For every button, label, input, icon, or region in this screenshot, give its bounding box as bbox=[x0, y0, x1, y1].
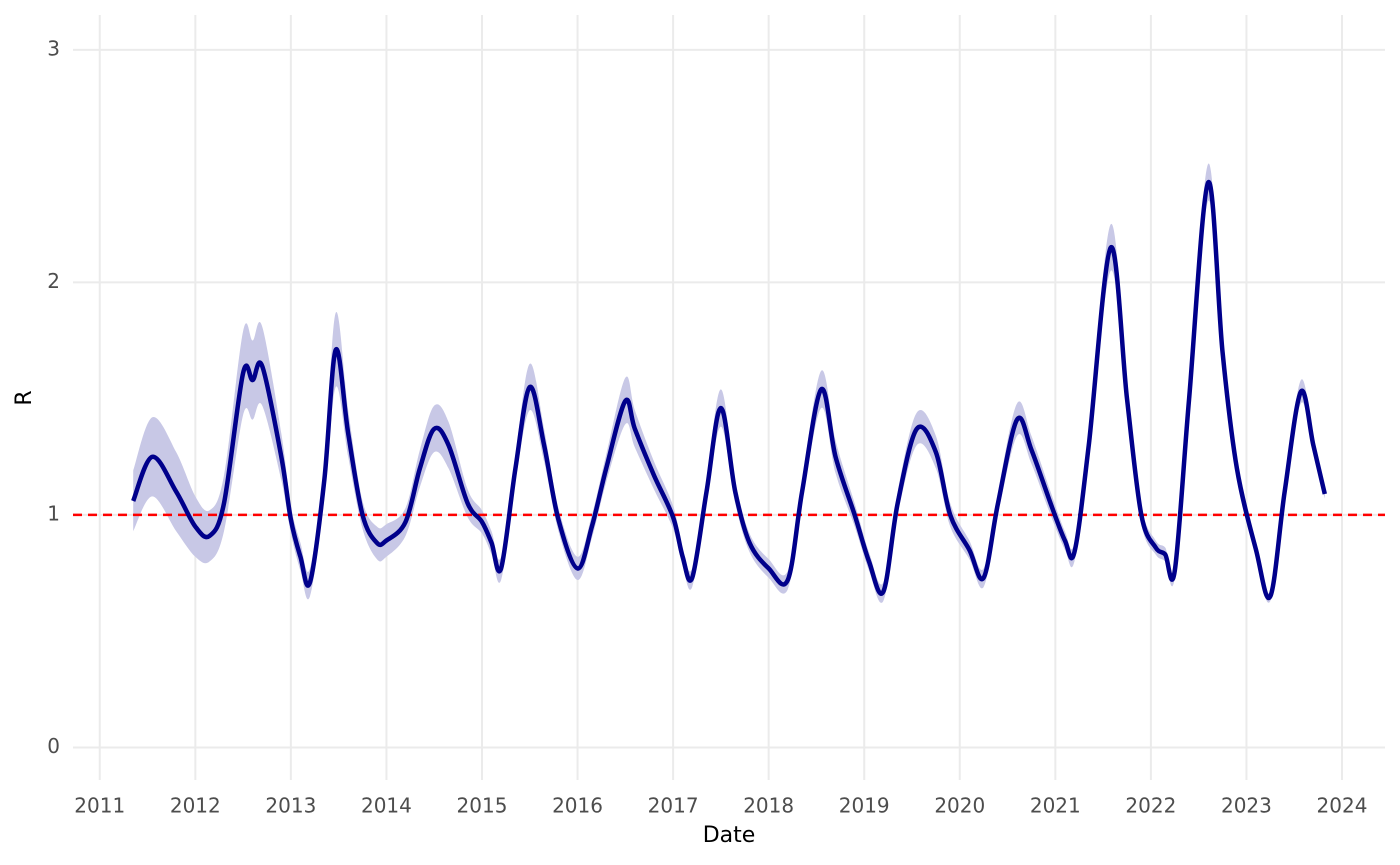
x-tick-label: 2015 bbox=[457, 794, 508, 818]
x-tick-label: 2016 bbox=[552, 794, 603, 818]
x-tick-label: 2021 bbox=[1030, 794, 1081, 818]
y-tick-label: 1 bbox=[47, 501, 60, 525]
x-tick-label: 2019 bbox=[839, 794, 890, 818]
x-tick-label: 2013 bbox=[265, 794, 316, 818]
y-tick-label: 3 bbox=[47, 36, 60, 60]
x-tick-label: 2011 bbox=[74, 794, 125, 818]
y-axis-title: R bbox=[12, 390, 37, 405]
x-tick-label: 2018 bbox=[743, 794, 794, 818]
x-tick-label: 2024 bbox=[1317, 794, 1368, 818]
y-tick-label: 2 bbox=[47, 269, 60, 293]
x-tick-label: 2022 bbox=[1125, 794, 1176, 818]
r-line bbox=[131, 180, 1327, 601]
x-tick-label: 2014 bbox=[361, 794, 412, 818]
x-tick-label: 2020 bbox=[934, 794, 985, 818]
x-tick-label: 2012 bbox=[170, 794, 221, 818]
x-tick-label: 2023 bbox=[1221, 794, 1272, 818]
x-axis-title: Date bbox=[703, 823, 756, 848]
x-tick-label: 2017 bbox=[648, 794, 699, 818]
y-tick-label: 0 bbox=[47, 734, 60, 758]
